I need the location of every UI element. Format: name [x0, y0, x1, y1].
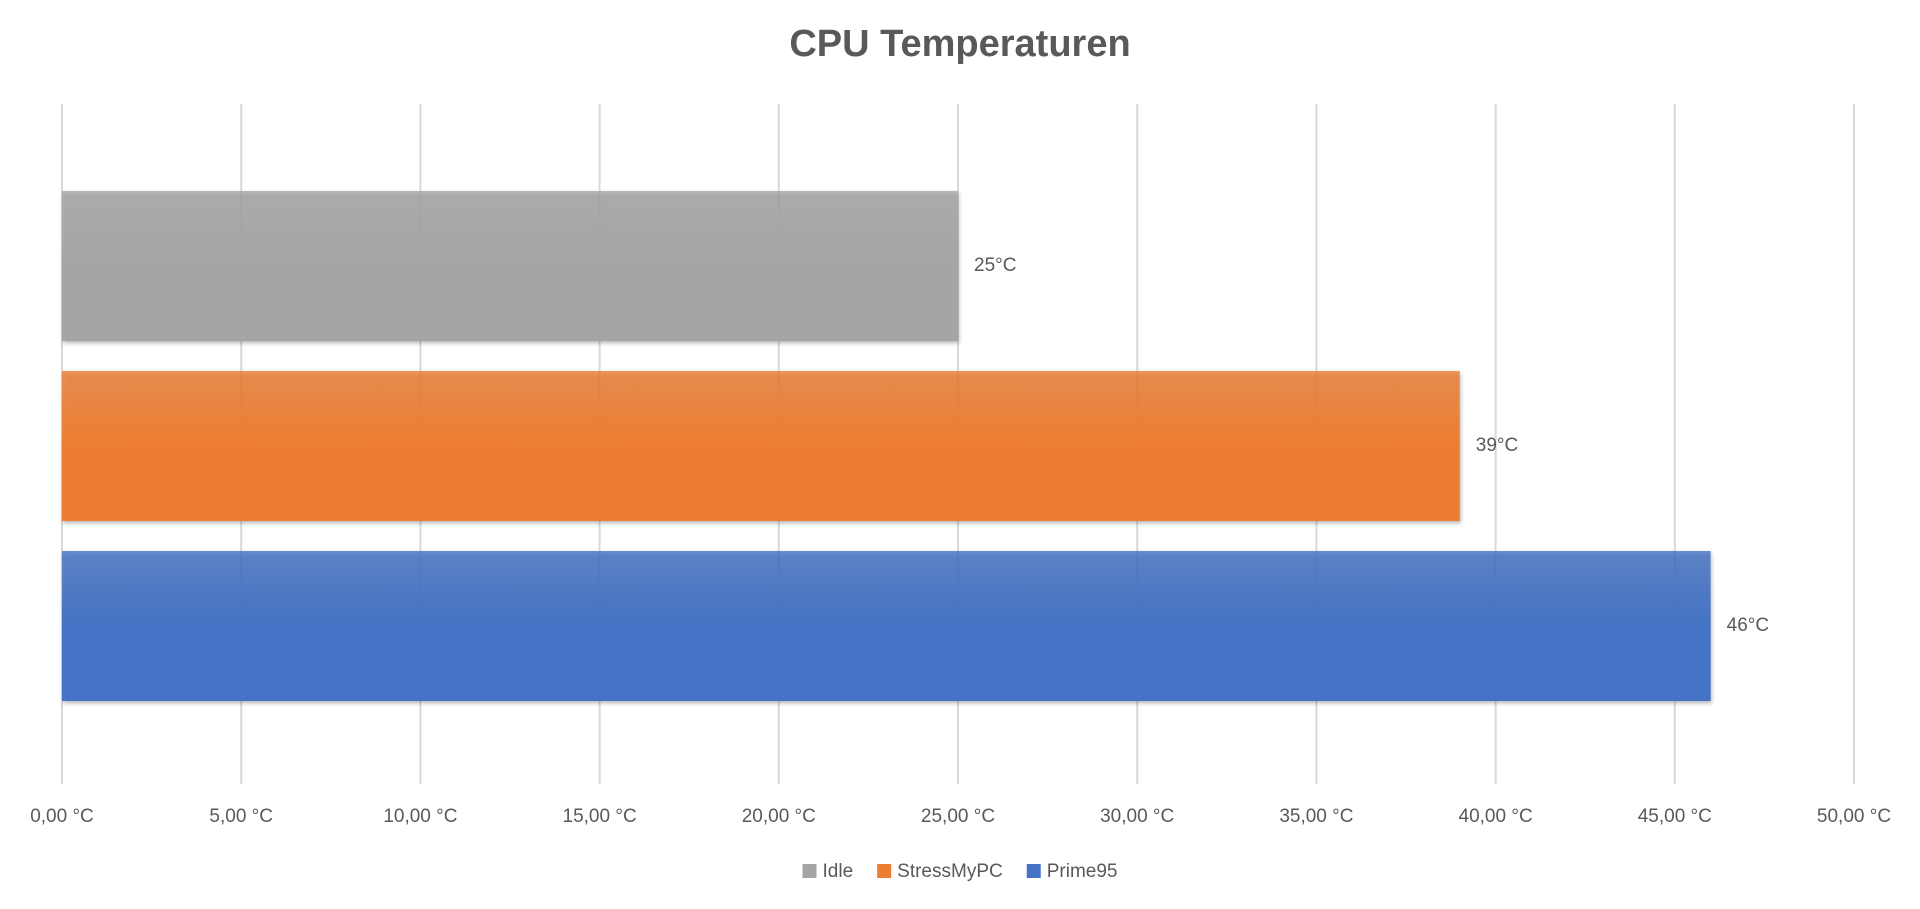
bar — [62, 371, 1460, 521]
x-tick-label: 45,00 °C — [1638, 806, 1712, 827]
x-tick-label: 25,00 °C — [921, 806, 995, 827]
x-tick-label: 35,00 °C — [1279, 806, 1353, 827]
x-tick-label: 40,00 °C — [1459, 806, 1533, 827]
x-tick-label: 10,00 °C — [383, 806, 457, 827]
bar — [62, 191, 958, 341]
legend: Idle StressMyPC Prime95 — [802, 861, 1118, 882]
x-tick-label: 30,00 °C — [1100, 806, 1174, 827]
bar — [62, 551, 1711, 701]
legend-swatch — [1026, 864, 1041, 878]
x-tick-label: 50,00 °C — [1817, 806, 1891, 827]
legend-label: StressMyPC — [897, 861, 1003, 882]
x-tick-label: 15,00 °C — [563, 806, 637, 827]
x-tick-label: 5,00 °C — [209, 806, 273, 827]
legend-label: Idle — [823, 861, 854, 882]
data-label: 46°C — [1727, 615, 1769, 636]
legend-label: Prime95 — [1047, 861, 1118, 882]
legend-swatch — [877, 864, 892, 878]
legend-swatch — [802, 864, 817, 878]
x-tick-label: 20,00 °C — [742, 806, 816, 827]
data-label: 25°C — [974, 255, 1016, 276]
chart-title: CPU Temperaturen — [789, 23, 1130, 65]
x-tick-label: 0,00 °C — [30, 806, 94, 827]
data-label: 39°C — [1476, 435, 1518, 456]
